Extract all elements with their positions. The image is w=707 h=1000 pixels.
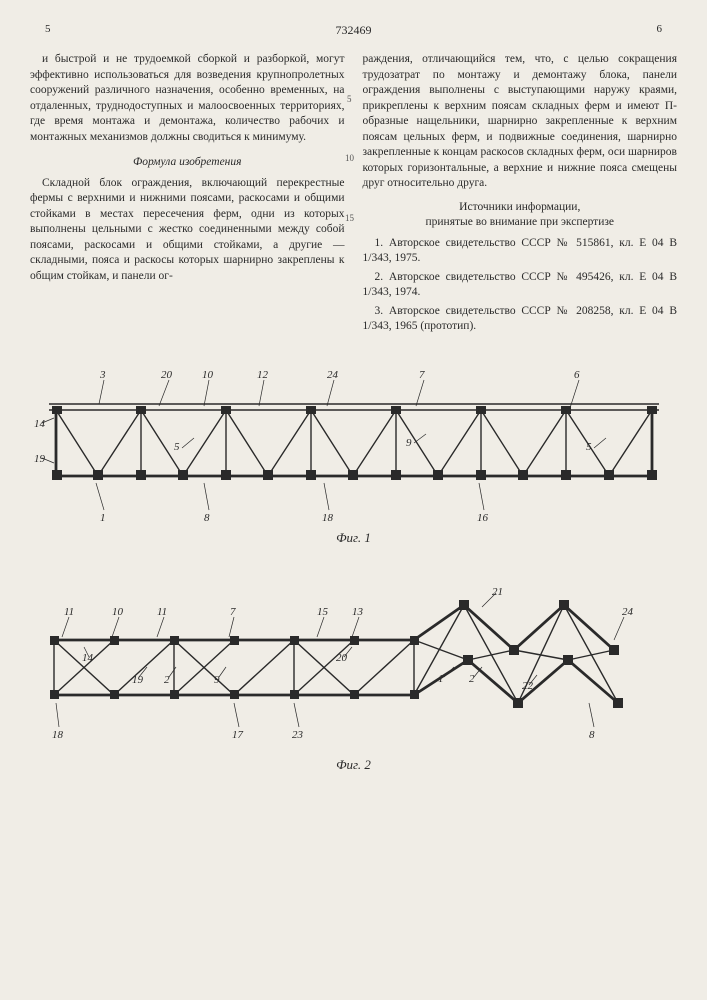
line-number-5: 5 (347, 93, 352, 105)
fig2-label-18: 18 (52, 729, 64, 741)
ref-2: 2. Авторское свидетельство СССР № 495426… (363, 270, 678, 301)
fig2-label-2a: 2 (164, 674, 170, 686)
right-column: раждения, отличающийся тем, что, с целью… (363, 52, 678, 338)
line-number-15: 15 (345, 212, 354, 224)
fig1-caption: Фиг. 1 (30, 529, 677, 547)
formula-title: Формула изобретения (30, 155, 345, 171)
ref-3: 3. Авторское свидетельство СССР № 208258… (363, 304, 678, 335)
figures-block: 3 20 10 12 24 7 6 14 19 5 9 5 1 8 18 16 … (30, 368, 677, 773)
fig1-label-19: 19 (34, 453, 46, 465)
fig1-label-8: 8 (204, 512, 210, 524)
left-para-1: и быстрой и не трудоемкой сборкой и разб… (30, 52, 345, 145)
fig2-label-24: 24 (622, 606, 634, 618)
fig2-label-19: 19 (132, 674, 144, 686)
figure-2-svg: 11 10 11 7 15 13 21 24 14 19 2 9 20 1 2 … (34, 585, 674, 760)
left-column: и быстрой и не трудоемкой сборкой и разб… (30, 52, 345, 338)
fig1-leaders (42, 380, 606, 510)
fig2-label-8: 8 (589, 729, 595, 741)
left-para-2: Складной блок ограждения, включающий пер… (30, 176, 345, 285)
fig1-label-10: 10 (202, 369, 214, 381)
figure-1: 3 20 10 12 24 7 6 14 19 5 9 5 1 8 18 16 … (30, 368, 677, 547)
fig1-label-12: 12 (257, 369, 269, 381)
fig1-label-7: 7 (419, 369, 425, 381)
right-para-1: раждения, отличающийся тем, что, с целью… (363, 52, 678, 192)
fig2-label-23: 23 (292, 729, 304, 741)
fig2-label-22: 22 (522, 680, 534, 692)
fig1-label-24: 24 (327, 369, 339, 381)
figure-1-svg: 3 20 10 12 24 7 6 14 19 5 9 5 1 8 18 16 (34, 368, 674, 533)
figure-2: 11 10 11 7 15 13 21 24 14 19 2 9 20 1 2 … (30, 585, 677, 774)
fig2-label-2b: 2 (469, 673, 475, 685)
fig1-label-9: 9 (406, 437, 412, 449)
fig1-label-5a: 5 (174, 441, 180, 453)
fig2-label-21: 21 (492, 586, 503, 598)
fig1-label-6: 6 (574, 369, 580, 381)
refs-title: Источники информации, принятые во вниман… (363, 200, 678, 231)
line-number-10: 10 (345, 152, 354, 164)
fig2-label-10: 10 (112, 606, 124, 618)
fig1-label-3: 3 (99, 369, 106, 381)
fig2-label-20: 20 (336, 652, 348, 664)
fig1-label-16: 16 (477, 512, 489, 524)
fig1-label-20: 20 (161, 369, 173, 381)
fig2-label-11a: 11 (64, 606, 74, 618)
fig2-caption: Фиг. 2 (30, 756, 677, 774)
fig2-label-14: 14 (82, 652, 94, 664)
references-list: 1. Авторское свидетельство СССР № 515861… (363, 236, 678, 335)
fig2-label-11b: 11 (157, 606, 167, 618)
fig2-label-17: 17 (232, 729, 244, 741)
fig1-label-5b: 5 (586, 441, 592, 453)
page-num-right: 6 (657, 22, 663, 37)
page-num-left: 5 (45, 22, 51, 37)
fig1-label-1: 1 (100, 512, 106, 524)
fig1-label-18: 18 (322, 512, 334, 524)
fig2-label-7: 7 (230, 606, 236, 618)
fig2-label-15: 15 (317, 606, 329, 618)
text-columns: и быстрой и не трудоемкой сборкой и разб… (30, 52, 677, 338)
fig2-label-9: 9 (214, 674, 220, 686)
ref-1: 1. Авторское свидетельство СССР № 515861… (363, 236, 678, 267)
patent-number: 732469 (30, 22, 677, 38)
fig1-label-14: 14 (34, 418, 46, 430)
fig2-label-13: 13 (352, 606, 364, 618)
fig1-bays (52, 406, 657, 480)
fig2-label-1: 1 (438, 673, 444, 685)
